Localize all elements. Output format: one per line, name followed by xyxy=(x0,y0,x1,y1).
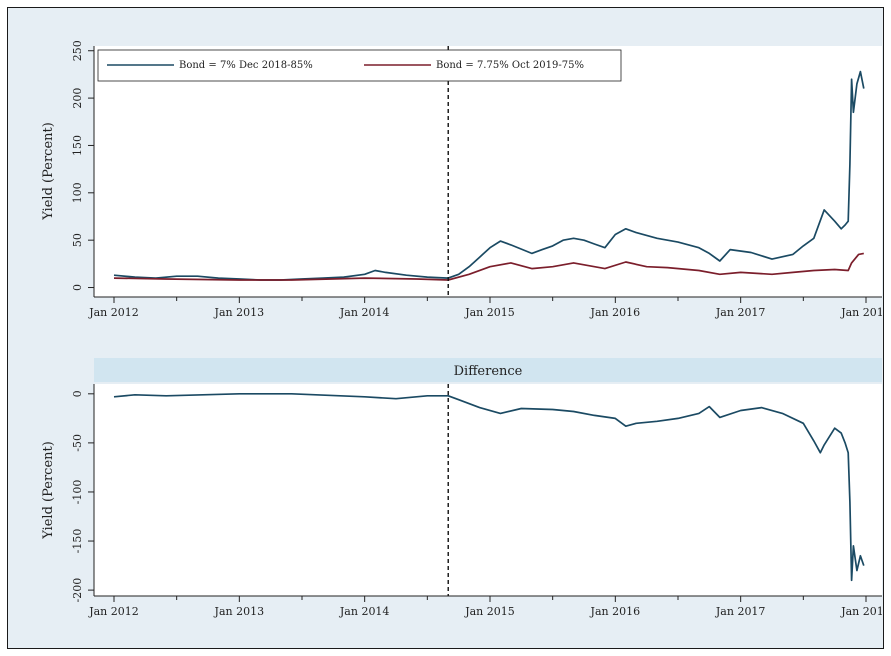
strip-title: Difference xyxy=(454,364,523,379)
top-y-ticks: 0 50 100 150 200 250 xyxy=(71,40,94,291)
top-x-tick-label: Jan 2014 xyxy=(339,306,390,319)
bottom-y-tick-label: -50 xyxy=(71,434,84,452)
chart-canvas: 0 50 100 150 200 250 Jan 2012 Jan 2013 Jan 2014… xyxy=(41,40,882,618)
top-x-ticks: Jan 2012 Jan 2013 Jan 2014 Jan 2015 Jan 2016… xyxy=(88,297,882,319)
top-y-tick-label: 0 xyxy=(71,284,84,291)
top-y-tick-label: 150 xyxy=(71,135,84,156)
top-x-tick-label: Jan 2013 xyxy=(214,306,265,319)
bottom-y-ticks: 0 -50 -100 -150 -200 xyxy=(71,390,94,602)
top-x-tick-label: Jan 2018 xyxy=(840,306,882,319)
bottom-y-axis-label: Yield (Percent) xyxy=(41,441,56,540)
top-series-group xyxy=(113,70,865,281)
top-x-tick-label: Jan 2016 xyxy=(590,306,641,319)
strip-header xyxy=(94,358,882,382)
legend-label-bond-7pct: Bond = 7% Dec 2018-85% xyxy=(179,60,313,71)
top-y-axis-label: Yield (Percent) xyxy=(41,122,56,221)
bottom-x-tick-label: Jan 2014 xyxy=(339,605,390,618)
bottom-y-tick-label: -100 xyxy=(71,480,84,505)
legend-box xyxy=(97,49,622,82)
top-y-tick-label: 100 xyxy=(71,182,84,203)
bottom-x-ticks: Jan 2012 Jan 2013 Jan 2014 Jan 2015 Jan 2016… xyxy=(88,596,882,618)
bottom-x-tick-label: Jan 2012 xyxy=(88,605,139,618)
top-plot-area xyxy=(94,46,882,297)
top-panel: 0 50 100 150 200 250 Jan 2012 Jan 2013 Jan 2014… xyxy=(41,40,882,319)
bottom-plot-area xyxy=(94,384,882,596)
figure-frame: 0 50 100 150 200 250 Jan 2012 Jan 2013 Jan 2014… xyxy=(7,7,884,649)
bottom-x-tick-label: Jan 2013 xyxy=(214,605,265,618)
top-x-tick-label: Jan 2017 xyxy=(715,306,766,319)
top-y-tick-label: 250 xyxy=(71,40,84,61)
bottom-x-tick-label: Jan 2015 xyxy=(464,605,515,618)
legend-label-bond-775pct: Bond = 7.75% Oct 2019-75% xyxy=(436,60,584,71)
bottom-x-tick-label: Jan 2017 xyxy=(715,605,766,618)
top-series-line-1 xyxy=(113,252,864,281)
bottom-series-group xyxy=(113,392,865,582)
top-x-tick-label: Jan 2012 xyxy=(88,306,139,319)
top-y-tick-label: 50 xyxy=(71,233,84,247)
top-legend: Bond = 7% Dec 2018-85% Bond = 7.75% Oct … xyxy=(97,49,622,82)
bottom-y-tick-label: -150 xyxy=(71,529,84,554)
bottom-x-tick-label: Jan 2016 xyxy=(590,605,641,618)
bottom-y-tick-label: -200 xyxy=(71,578,84,603)
bottom-series-line-0 xyxy=(113,392,865,582)
bottom-x-tick-label: Jan 2018 xyxy=(840,605,882,618)
top-x-tick-label: Jan 2015 xyxy=(464,306,515,319)
bottom-y-tick-label: 0 xyxy=(71,390,84,397)
top-y-tick-label: 200 xyxy=(71,88,84,109)
bottom-panel: Difference 0-50-100-150-200 Jan 2012 Jan … xyxy=(41,358,882,618)
